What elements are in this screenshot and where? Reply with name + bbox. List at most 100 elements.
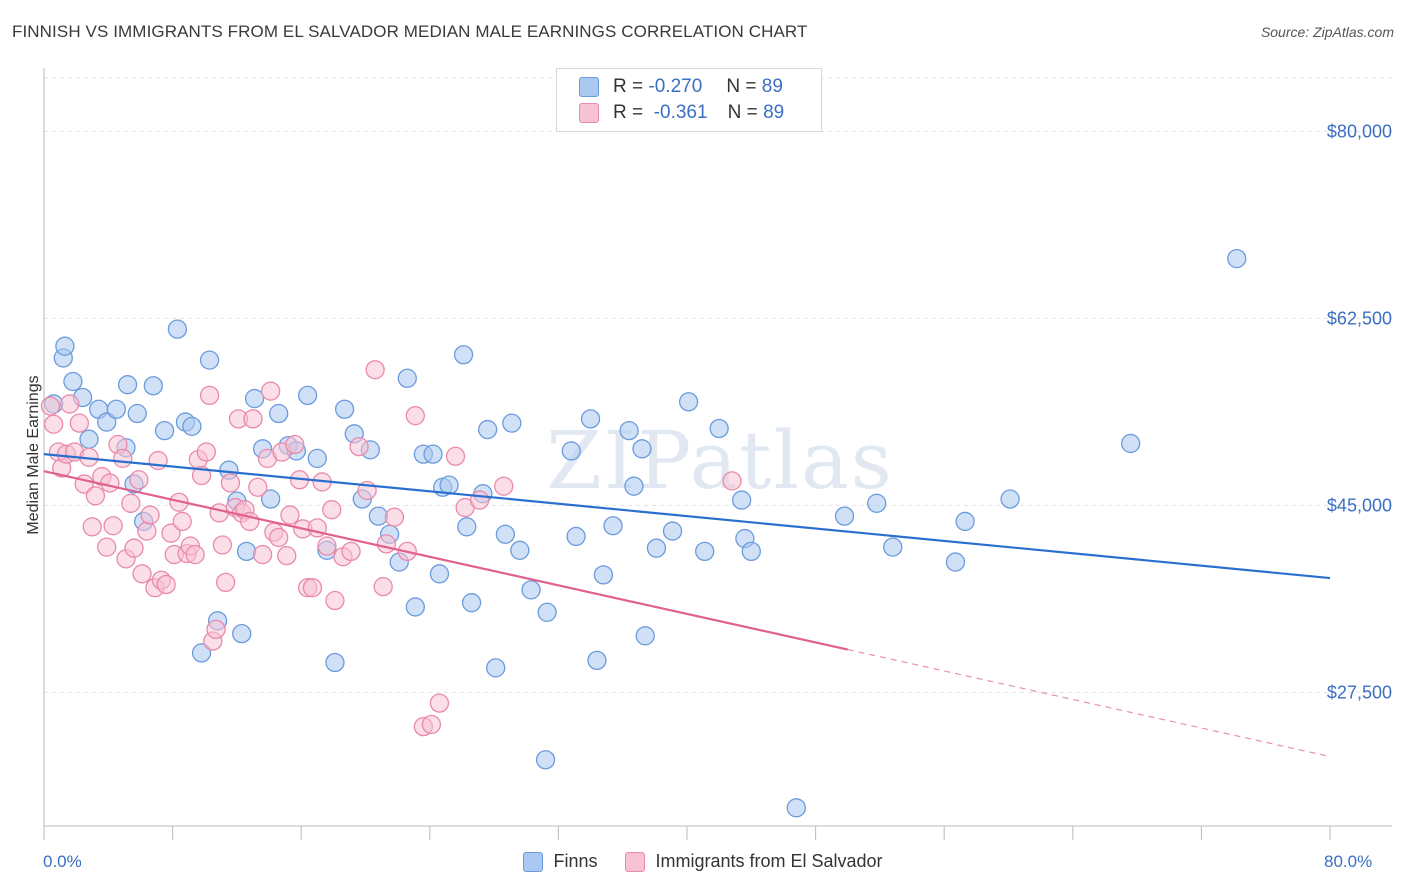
data-point-finns [867,493,887,513]
data-point-finns [635,626,655,646]
data-point-finns [619,420,639,441]
data-point-finns [834,506,855,526]
data-point-finns [405,597,425,617]
data-point-salvador [277,546,297,566]
legend-item-salvador: Immigrants from El Salvador [625,851,883,872]
data-point-finns [495,524,516,544]
data-point-finns [461,593,482,613]
data-point-salvador [445,446,466,466]
data-point-finns [678,392,699,412]
data-point-salvador [156,574,176,595]
source-label: Source: ZipAtlas.com [1260,24,1394,40]
data-point-finns [334,399,355,419]
data-point-finns [368,506,389,526]
data-point-finns [106,399,126,419]
data-point-finns [297,385,318,406]
data-point-salvador [191,465,212,486]
data-point-finns [741,541,761,562]
data-point-salvador [212,535,233,555]
data-point-salvador [199,385,220,406]
data-point-salvador [341,541,361,562]
data-point-salvador [317,536,337,556]
data-point-finns [955,511,975,532]
data-point-salvador [429,693,450,713]
data-point-finns [646,538,667,558]
data-point-finns [439,475,459,495]
data-point-finns [307,448,327,469]
y-tick-label: $27,500 [1327,682,1392,702]
data-point-salvador [196,442,217,462]
data-point-finns [199,350,220,370]
data-point-salvador [373,576,393,597]
data-point-finns [632,439,652,459]
data-point-finns [883,537,903,557]
trend-line-salvador [43,470,848,651]
data-point-salvador [124,538,144,558]
data-point-salvador [252,544,273,565]
data-point-finns [143,376,163,396]
data-point-salvador [85,486,106,506]
legend-r-label: R = [613,76,644,97]
data-point-finns [709,418,729,439]
data-point-salvador [103,516,123,536]
data-point-finns [695,541,715,562]
data-point-salvador [325,590,345,611]
trend-line-finns [43,453,1331,580]
data-point-salvador [43,414,64,434]
data-point-finns [478,419,498,440]
legend-label-salvador: Immigrants from El Salvador [655,851,883,871]
data-point-finns [429,564,450,584]
data-point-salvador [172,511,192,532]
series-legend: Finns Immigrants from El Salvador [0,851,1406,872]
data-point-finns [55,336,75,356]
correlation-legend: R = -0.270 N = 89 R = -0.361 N = 89 [556,68,822,132]
legend-n-value-salvador: 89 [763,102,785,123]
data-point-salvador [82,517,102,537]
data-point-finns [537,602,557,622]
data-point-finns [182,416,202,437]
legend-n-label: N = [726,76,757,97]
data-point-salvador [349,437,369,457]
legend-label-finns: Finns [553,851,598,871]
data-point-salvador [185,544,205,565]
data-point-salvador [129,470,149,490]
x-tick-label-min: 0.0% [43,852,82,871]
data-point-finns [535,750,556,770]
legend-n-value-finns: 89 [761,76,783,97]
data-point-finns [603,516,623,536]
data-point-salvador [137,521,157,541]
legend-swatch-finns [523,851,544,872]
data-point-salvador [40,396,61,416]
data-point-salvador [209,503,229,523]
data-point-finns [1000,489,1020,509]
data-point-finns [624,476,644,496]
data-point-finns [117,375,138,395]
data-point-finns [232,624,252,644]
data-point-finns [244,388,265,409]
data-point-salvador [100,473,120,493]
data-point-salvador [421,714,442,735]
data-point-finns [561,441,581,461]
legend-n-label: N = [727,102,758,123]
data-point-salvador [302,578,323,598]
data-point-finns [97,412,117,432]
x-tick-label-max: 80.0% [1324,852,1373,871]
legend-swatch-salvador [625,851,646,872]
data-point-salvador [215,572,236,593]
data-point-salvador [261,381,281,401]
data-point-finns [127,403,147,424]
data-point-salvador [121,493,141,513]
data-point-finns [732,490,752,510]
data-point-finns [486,658,506,678]
legend-item-finns: Finns [523,851,597,872]
data-point-finns [79,429,99,449]
data-point-salvador [722,471,742,491]
data-point-finns [587,650,607,671]
data-point-salvador [280,505,300,525]
data-point-salvador [269,527,289,548]
data-point-salvador [161,523,181,543]
y-tick-label: $80,000 [1327,121,1392,141]
legend-r-value-finns: -0.270 [648,76,703,97]
data-point-finns [167,319,188,339]
